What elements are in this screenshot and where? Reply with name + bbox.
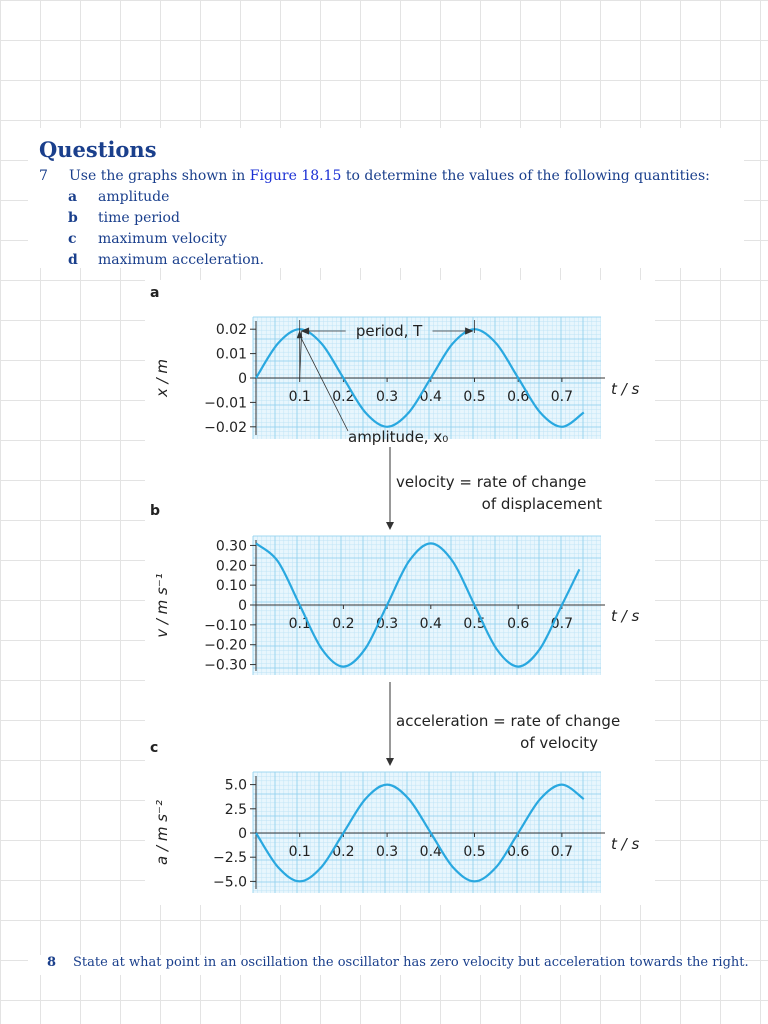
panel-letter: a — [150, 285, 159, 301]
x-tick-label: 0.1 — [289, 389, 311, 405]
y-tick-label: 0 — [238, 598, 247, 614]
x-tick-label: 0.2 — [332, 616, 354, 632]
y-tick-label: 0.20 — [216, 558, 247, 574]
question-7-text-after: to determine the values of the following… — [341, 168, 710, 184]
x-tick-label: 0.4 — [420, 844, 442, 860]
y-tick-label: −0.02 — [204, 420, 247, 436]
period-annotation: period, T — [356, 322, 423, 340]
derivative-label-line1: acceleration = rate of change — [396, 712, 620, 730]
series-line — [255, 328, 585, 428]
questions-heading: Questions — [39, 137, 157, 162]
y-tick-label: 0 — [238, 826, 247, 842]
questions-card — [28, 128, 744, 268]
panel-letter: b — [150, 503, 160, 519]
x-tick-label: 0.6 — [507, 844, 529, 860]
y-tick-label: 0.01 — [216, 347, 247, 363]
part-label: time period — [98, 210, 180, 226]
panel-letter: c — [150, 740, 158, 756]
x-tick-label: 0.1 — [289, 844, 311, 860]
derivative-arrow-head — [386, 758, 394, 766]
oscillation-graphs: a 0.02 0.01 0 −0.01 −0.02 0.1 0.2 0.3 0.4 0.5 0.6 0.… — [150, 285, 639, 893]
x-tick-label: 0.5 — [463, 616, 485, 632]
x-tick-label: 0.2 — [332, 844, 354, 860]
x-tick-label: 0.3 — [376, 389, 398, 405]
x-axis-label: t / s — [611, 607, 639, 625]
series-line — [255, 542, 581, 668]
derivative-label-line1: velocity = rate of change — [396, 473, 586, 491]
series-line — [255, 783, 585, 883]
x-tick-label: 0.3 — [376, 616, 398, 632]
y-tick-label: 0.30 — [216, 538, 247, 554]
part-letter: a — [68, 189, 78, 205]
question-8: 8 State at what point in an oscillation … — [28, 955, 749, 975]
period-arrow-right — [432, 327, 474, 335]
y-tick-label: 2.5 — [225, 802, 247, 818]
part-label: amplitude — [98, 189, 170, 205]
x-tick-label: 0.7 — [551, 389, 573, 405]
x-tick-label: 0.6 — [507, 389, 529, 405]
y-axis-label: x / m — [153, 359, 171, 398]
y-tick-label: 5.0 — [225, 778, 247, 794]
part-label: maximum velocity — [98, 231, 227, 247]
x-axis-label: t / s — [611, 835, 639, 853]
figure-18-15: a 0.02 0.01 0 −0.01 −0.02 0.1 0.2 0.3 0.4 0.5 0.6 0.… — [145, 280, 655, 905]
y-tick-label: 0 — [238, 371, 247, 387]
x-tick-label: 0.2 — [332, 389, 354, 405]
amplitude-arrow-shaft — [299, 331, 303, 379]
x-tick-label: 0.4 — [420, 389, 442, 405]
question-7-text-before: Use the graphs shown in — [69, 168, 250, 184]
part-label: maximum acceleration. — [98, 252, 265, 268]
question-8-number: 8 — [47, 955, 57, 970]
y-tick-label: −5.0 — [213, 874, 247, 890]
y-axis-label: v / m s⁻¹ — [153, 573, 171, 638]
question-7-number: 7 — [39, 168, 48, 184]
y-tick-label: 0.02 — [216, 322, 247, 338]
x-tick-label: 0.6 — [507, 616, 529, 632]
x-tick-label: 0.5 — [463, 389, 485, 405]
derivative-label-line2: of displacement — [482, 495, 602, 513]
x-tick-label: 0.3 — [376, 844, 398, 860]
figure-link[interactable]: Figure 18.15 — [249, 168, 342, 184]
x-tick-label: 0.1 — [289, 616, 311, 632]
y-axis-label: a / m s⁻² — [153, 800, 171, 865]
x-tick-label: 0.4 — [420, 616, 442, 632]
derivative-label-line2: of velocity — [520, 734, 598, 752]
amplitude-arrow-head — [296, 330, 303, 339]
period-arrow-left — [300, 327, 346, 335]
y-tick-label: 0.10 — [216, 578, 247, 594]
y-tick-label: −2.5 — [213, 850, 247, 866]
y-tick-label: −0.20 — [204, 638, 247, 654]
derivative-arrow-head — [386, 522, 394, 530]
x-tick-label: 0.5 — [463, 844, 485, 860]
question-7-text: Use the graphs shown in Figure 18.15 to … — [69, 167, 710, 185]
amplitude-annotation: amplitude, x₀ — [348, 428, 448, 446]
y-tick-label: −0.10 — [204, 618, 247, 634]
x-axis-label: t / s — [611, 380, 639, 398]
x-tick-label: 0.7 — [551, 844, 573, 860]
question-8-text: State at what point in an oscillation th… — [73, 955, 749, 970]
part-letter: c — [68, 231, 77, 247]
y-tick-label: −0.01 — [204, 395, 247, 411]
part-letter: d — [68, 252, 78, 268]
x-tick-label: 0.7 — [551, 616, 573, 632]
part-letter: b — [68, 210, 78, 226]
y-tick-label: −0.30 — [204, 658, 247, 674]
amplitude-leader — [301, 339, 349, 432]
